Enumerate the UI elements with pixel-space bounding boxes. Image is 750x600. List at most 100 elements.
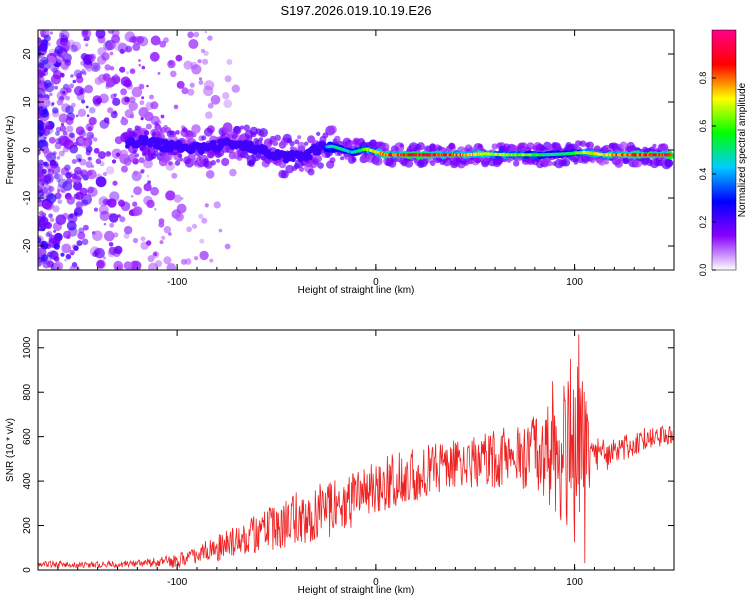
x-tick-label: -100 (167, 577, 187, 588)
noise-blob (86, 131, 94, 139)
noise-blob (150, 101, 159, 110)
noise-blob (126, 71, 129, 75)
noise-blob (59, 125, 67, 132)
noise-blob (70, 44, 78, 53)
noise-blob (147, 180, 152, 185)
snr-frame (37, 329, 675, 571)
noise-blob (224, 243, 231, 250)
noise-blob (91, 58, 95, 62)
noise-blob (38, 120, 45, 130)
halo-blob (334, 135, 341, 143)
halo-blob (314, 154, 323, 163)
noise-blob (98, 93, 109, 104)
noise-blob (154, 208, 157, 211)
noise-blob (141, 96, 145, 100)
noise-blob (95, 30, 106, 39)
noise-blob (191, 223, 198, 229)
noise-blob (96, 260, 105, 269)
noise-blob (44, 175, 52, 183)
noise-blob (68, 196, 72, 200)
halo-blob (652, 143, 657, 148)
halo-blob (289, 140, 295, 147)
noise-blob (57, 178, 68, 189)
noise-blob (38, 185, 41, 190)
noise-blob (51, 102, 55, 106)
noise-blob (40, 97, 51, 108)
halo-blob (256, 153, 262, 159)
noise-blob (140, 236, 146, 242)
noise-blob (205, 170, 215, 179)
noise-blob (66, 125, 74, 133)
noise-blob (46, 42, 51, 47)
y-tick-label: 0 (22, 147, 33, 153)
noise-blob (115, 152, 121, 157)
noise-blob (80, 60, 86, 66)
noise-blob (133, 170, 138, 176)
halo-blob (251, 131, 257, 138)
noise-blob (213, 201, 221, 209)
noise-blob (38, 149, 41, 155)
noise-blob (98, 196, 109, 207)
noise-blob (170, 70, 177, 78)
noise-blob (85, 195, 90, 200)
halo-blob (380, 142, 390, 152)
noise-blob (105, 39, 116, 51)
noise-blob (85, 43, 89, 47)
halo-blob (138, 157, 145, 164)
noise-blob (139, 100, 145, 106)
noise-blob (65, 105, 74, 114)
noise-blob (61, 189, 64, 193)
noise-blob (71, 41, 82, 52)
noise-blob (210, 94, 221, 105)
noise-blob (198, 77, 203, 81)
noise-blob (42, 228, 45, 232)
noise-blob (187, 31, 194, 39)
noise-blob (121, 165, 128, 173)
noise-blob (105, 78, 115, 88)
noise-blob (65, 95, 71, 101)
halo-blob (206, 125, 215, 134)
noise-blob (110, 111, 118, 119)
noise-blob (54, 85, 58, 90)
noise-blob (48, 234, 58, 244)
noise-blob (67, 171, 73, 177)
noise-blob (71, 173, 77, 179)
noise-blob (48, 213, 53, 219)
noise-blob (113, 232, 119, 238)
noise-blob (163, 37, 169, 43)
noise-blob (136, 36, 145, 44)
noise-blob (56, 99, 64, 106)
noise-blob (104, 64, 111, 71)
snr-x-axis-label: Height of straight line (km) (298, 585, 415, 596)
noise-blob (75, 126, 85, 135)
ridge-blob (197, 147, 205, 155)
noise-blob (76, 72, 83, 79)
noise-blob (40, 240, 49, 250)
noise-blob (41, 168, 47, 174)
halo-blob (132, 150, 137, 154)
noise-blob (56, 173, 63, 180)
colorbar-scale (711, 29, 737, 271)
noise-blob (46, 55, 57, 66)
noise-blob (58, 150, 65, 157)
noise-blob (73, 85, 84, 96)
noise-blob (79, 187, 88, 196)
noise-blob (200, 48, 206, 54)
noise-blob (201, 251, 208, 259)
halo-blob (346, 142, 352, 148)
halo-blob (216, 158, 221, 163)
halo-blob (513, 160, 520, 167)
halo-blob (174, 160, 181, 166)
noise-blob (112, 97, 121, 106)
halo-blob (221, 157, 230, 167)
noise-blob (43, 120, 49, 127)
noise-blob (76, 200, 83, 208)
halo-blob (145, 123, 152, 130)
halo-blob (204, 160, 213, 169)
noise-blob (55, 131, 60, 136)
noise-blob (93, 64, 99, 70)
noise-blob (57, 188, 61, 193)
noise-blob (125, 45, 133, 53)
halo-blob (168, 161, 173, 166)
noise-blob (124, 109, 134, 119)
